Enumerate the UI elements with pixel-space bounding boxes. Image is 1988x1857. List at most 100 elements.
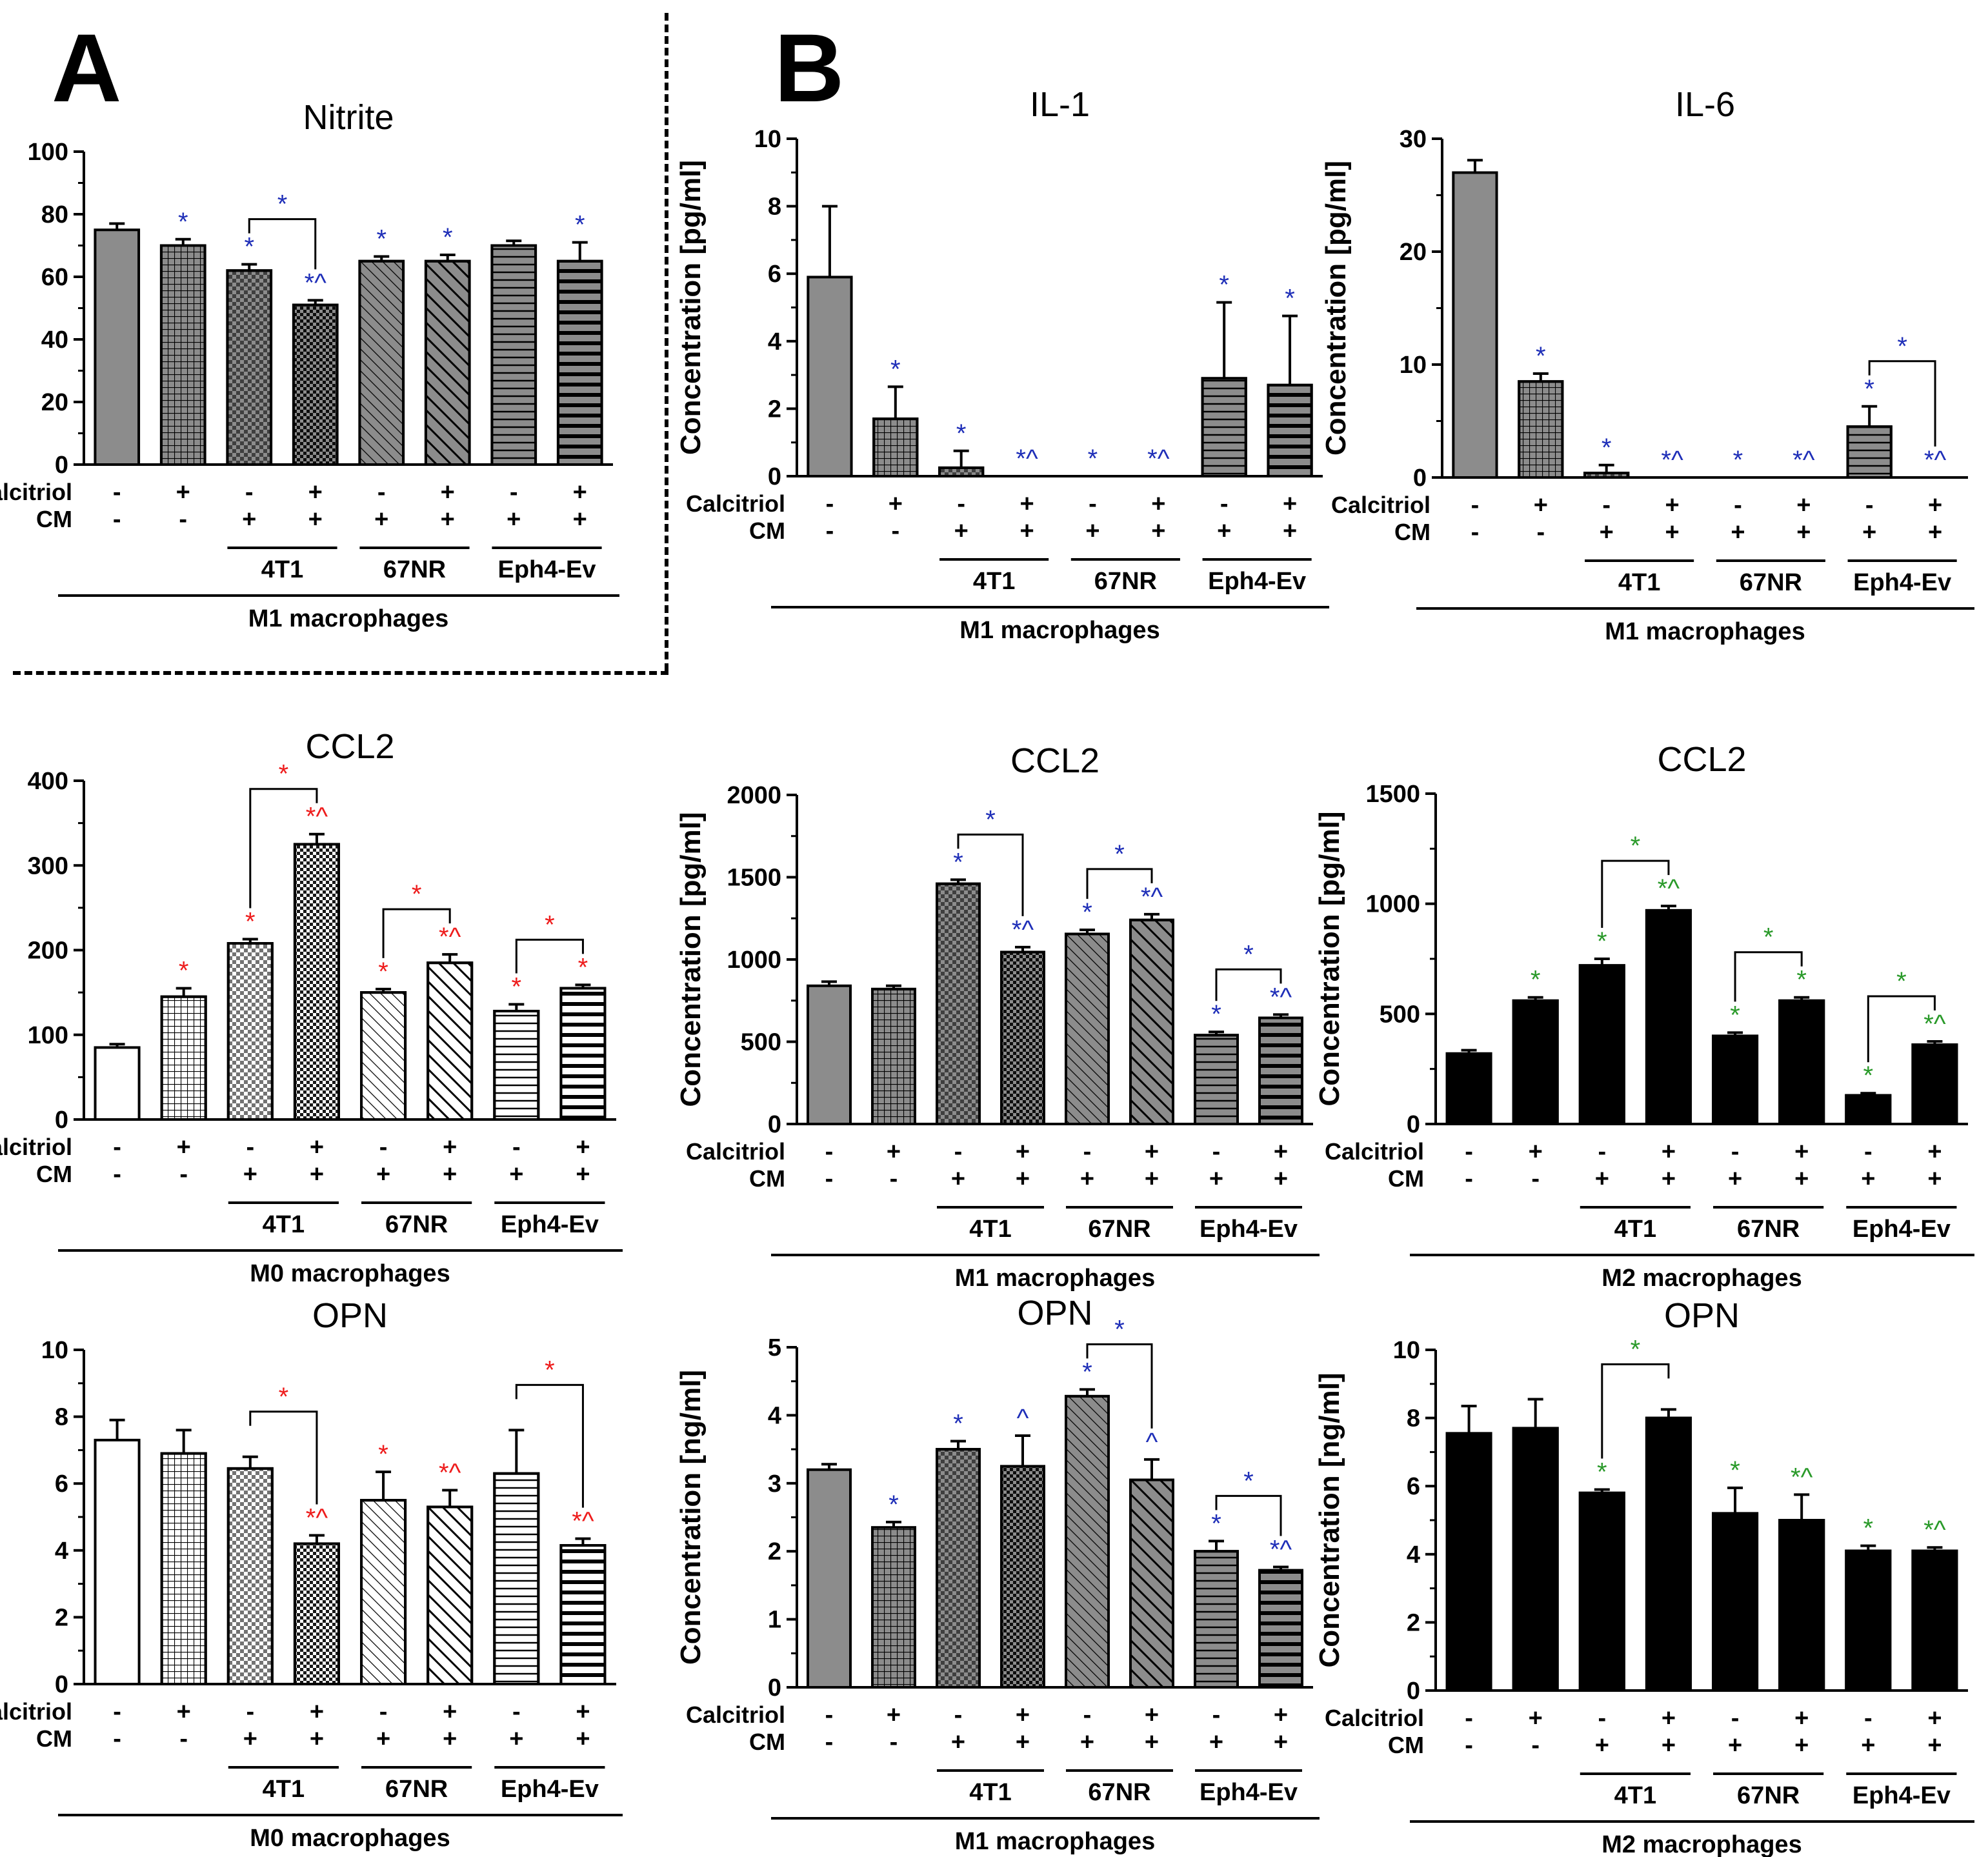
cm-sign: + (1209, 1729, 1223, 1756)
calcitriol-sign: + (1794, 1138, 1809, 1165)
bar-pattern (1512, 1427, 1559, 1692)
bar-pattern (1911, 1043, 1958, 1125)
cm-sign: + (1217, 517, 1231, 545)
calcitriol-sign: + (1794, 1705, 1809, 1732)
cm-sign: + (1794, 1732, 1809, 1759)
bar-pattern (1778, 1519, 1825, 1692)
group-label: M0 macrophages (250, 1825, 450, 1852)
cm-sign: - (179, 506, 187, 533)
cm-sign: + (1600, 519, 1614, 546)
significance-mark: * (575, 211, 585, 239)
row-label-calcitriol: Calcitriol (1325, 1138, 1424, 1165)
y-tick-label: 0 (768, 1674, 781, 1701)
chart-title: CCL2 (1657, 740, 1746, 779)
cell-line-label: Eph4-Ev (1208, 568, 1306, 595)
significance-mark: *^ (1270, 1535, 1292, 1563)
calcitriol-sign: + (177, 1134, 191, 1161)
calcitriol-sign: + (1796, 492, 1811, 519)
row-label-calcitriol: Calcitriol (0, 1134, 72, 1160)
significance-mark: *^ (439, 1459, 461, 1487)
significance-mark: * (378, 958, 388, 986)
chart-title: IL-6 (1675, 85, 1735, 124)
significance-bracket (249, 788, 318, 908)
calcitriol-sign: - (113, 479, 121, 506)
y-tick-label: 4 (768, 1402, 781, 1429)
significance-mark: * (578, 953, 588, 981)
calcitriol-sign: - (1089, 490, 1097, 517)
row-label-calcitriol: Calcitriol (1331, 492, 1431, 518)
row-label-cm: CM (1388, 1732, 1424, 1758)
cm-sign: - (1465, 1732, 1473, 1759)
bracket-label: * (412, 880, 422, 908)
y-tick-label: 80 (41, 201, 68, 228)
significance-mark: *^ (439, 923, 461, 951)
cell-line-label: 4T1 (973, 568, 1015, 595)
bracket-label: * (279, 760, 289, 788)
calcitriol-sign: - (1731, 1138, 1740, 1165)
cm-sign: - (1471, 519, 1480, 546)
bar (807, 1468, 852, 1689)
row-label-cm: CM (36, 1161, 72, 1187)
y-tick-label: 10 (1393, 1337, 1420, 1364)
cm-sign: - (1536, 519, 1545, 546)
cm-sign: + (576, 1161, 590, 1188)
bar (807, 276, 853, 477)
bar-pattern (1645, 1416, 1692, 1692)
row-label-cm: CM (36, 1725, 72, 1752)
y-tick-label: 100 (28, 139, 68, 166)
significance-bracket (1086, 1343, 1153, 1429)
cm-sign: + (1274, 1729, 1288, 1756)
significance-bracket (1601, 1363, 1670, 1459)
y-tick-label: 8 (1407, 1405, 1420, 1432)
bar-pattern (1194, 1550, 1239, 1689)
bar-pattern (1201, 377, 1247, 478)
calcitriol-sign: + (1145, 1701, 1159, 1729)
y-tick-label: 0 (768, 1111, 781, 1138)
calcitriol-sign: + (1534, 492, 1548, 519)
bar-pattern (427, 961, 474, 1121)
panel-letter-a: A (52, 14, 122, 122)
y-tick-label: 0 (768, 463, 781, 490)
chart-2: IL-6 Concentration [pg/ml] * * *^ * *^ * *^ * 0 10 2… (1320, 85, 1974, 645)
bar-pattern (1129, 1478, 1174, 1689)
calcitriol-sign: + (310, 1134, 324, 1161)
bar-pattern (360, 991, 407, 1121)
bar (807, 984, 852, 1126)
y-tick-label: 0 (1407, 1111, 1420, 1138)
significance-bracket (249, 1410, 318, 1505)
bar-pattern (1845, 1094, 1892, 1126)
group-label: M0 macrophages (250, 1260, 450, 1287)
bar-pattern (427, 1505, 474, 1685)
calcitriol-sign: - (954, 1138, 963, 1165)
bar-pattern (1712, 1512, 1759, 1692)
significance-mark: * (1863, 1061, 1874, 1090)
significance-mark: *^ (1658, 874, 1680, 903)
calcitriol-sign: + (1151, 490, 1165, 517)
bar (1445, 1432, 1492, 1692)
cm-sign: + (573, 506, 587, 533)
y-tick-label: 20 (41, 389, 68, 416)
bar-pattern (1578, 1491, 1625, 1692)
y-tick-label: 20 (1400, 239, 1427, 266)
significance-bracket (1867, 995, 1936, 1063)
calcitriol-sign: + (1274, 1701, 1288, 1729)
chart-title: OPN (1017, 1294, 1092, 1332)
cell-line-label: 67NR (383, 556, 446, 583)
cm-sign: + (1145, 1729, 1159, 1756)
cell-line-label: 4T1 (969, 1779, 1011, 1806)
panel-divider-horizontal (13, 671, 668, 675)
cm-sign: - (179, 1161, 188, 1188)
cell-line-label: 67NR (1740, 569, 1802, 596)
y-axis-label: Concentration [ng/ml] (1314, 1372, 1345, 1667)
bar-pattern (226, 942, 274, 1121)
y-tick-label: 0 (1413, 465, 1427, 492)
bar-pattern (159, 244, 206, 466)
cm-sign: + (951, 1729, 965, 1756)
calcitriol-sign: - (512, 1134, 521, 1161)
significance-mark: * (1730, 1456, 1740, 1485)
calcitriol-sign: - (1598, 1138, 1606, 1165)
cell-line-label: 67NR (1088, 1779, 1150, 1806)
significance-bracket (382, 908, 451, 958)
bracket-label: * (279, 1383, 289, 1411)
significance-mark: * (1597, 927, 1607, 956)
